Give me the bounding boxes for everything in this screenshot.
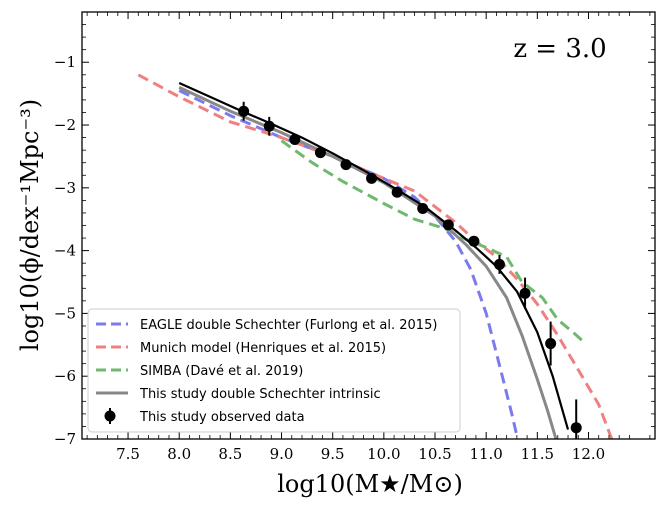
y-axis-label: log10(ϕ/dex⁻¹Mpc⁻³) (16, 99, 44, 351)
x-tick-label: 9.5 (321, 445, 345, 463)
data-point (442, 219, 454, 231)
series-layer (137, 73, 614, 439)
x-tick-label: 12.0 (572, 445, 605, 463)
y-tick-label: −7 (54, 430, 76, 448)
y-tick-label: −2 (54, 116, 76, 134)
data-point (391, 186, 403, 198)
x-tick-label: 11.5 (521, 445, 554, 463)
data-point (289, 133, 301, 145)
y-tick-label: −1 (54, 53, 76, 71)
series-line-4 (178, 81, 570, 430)
data-point (314, 147, 326, 159)
redshift-annotation: z = 3.0 (513, 34, 606, 64)
legend-label-3: This study double Schechter intrinsic (139, 387, 381, 402)
data-point (238, 105, 250, 117)
legend-box (87, 308, 461, 433)
points-layer (238, 101, 582, 439)
data-point (468, 235, 480, 247)
data-point (340, 159, 352, 171)
series-line-2 (280, 139, 585, 343)
legend: EAGLE double Schechter (Furlong et al. 2… (87, 308, 461, 433)
y-tick-label: −5 (54, 304, 76, 322)
legend-label-4: This study observed data (139, 410, 305, 425)
legend-label-0: EAGLE double Schechter (Furlong et al. 2… (140, 318, 437, 333)
data-point (519, 287, 531, 299)
x-tick-label: 11.0 (469, 445, 502, 463)
x-tick-label: 9.0 (270, 445, 294, 463)
data-point (545, 338, 557, 350)
x-tick-label: 8.5 (218, 445, 242, 463)
x-tick-label: 7.5 (116, 445, 140, 463)
y-tick-label: −3 (54, 179, 76, 197)
y-tick-label: −6 (54, 367, 76, 385)
x-tick-label: 10.5 (418, 445, 451, 463)
y-tick-label: −4 (54, 242, 76, 260)
data-point (366, 172, 378, 184)
data-point (263, 120, 275, 132)
x-axis-label: log10(M★/M⊙) (277, 470, 463, 498)
legend-marker (104, 410, 116, 422)
series-line-1 (137, 73, 614, 439)
x-tick-label: 8.0 (167, 445, 191, 463)
legend-label-1: Munich model (Henriques et al. 2015) (140, 341, 386, 356)
data-point (570, 422, 582, 434)
x-tick-label: 10.0 (367, 445, 400, 463)
series-line-3 (178, 86, 558, 439)
legend-label-2: SIMBA (Davé et al. 2019) (140, 364, 303, 379)
data-point (417, 203, 429, 215)
data-point (493, 258, 505, 270)
axes-layer: 7.5 8.0 8.5 9.0 9.5 10.0 10.5 11.0 11.5 12.0 −7 −6 −… (54, 11, 656, 463)
